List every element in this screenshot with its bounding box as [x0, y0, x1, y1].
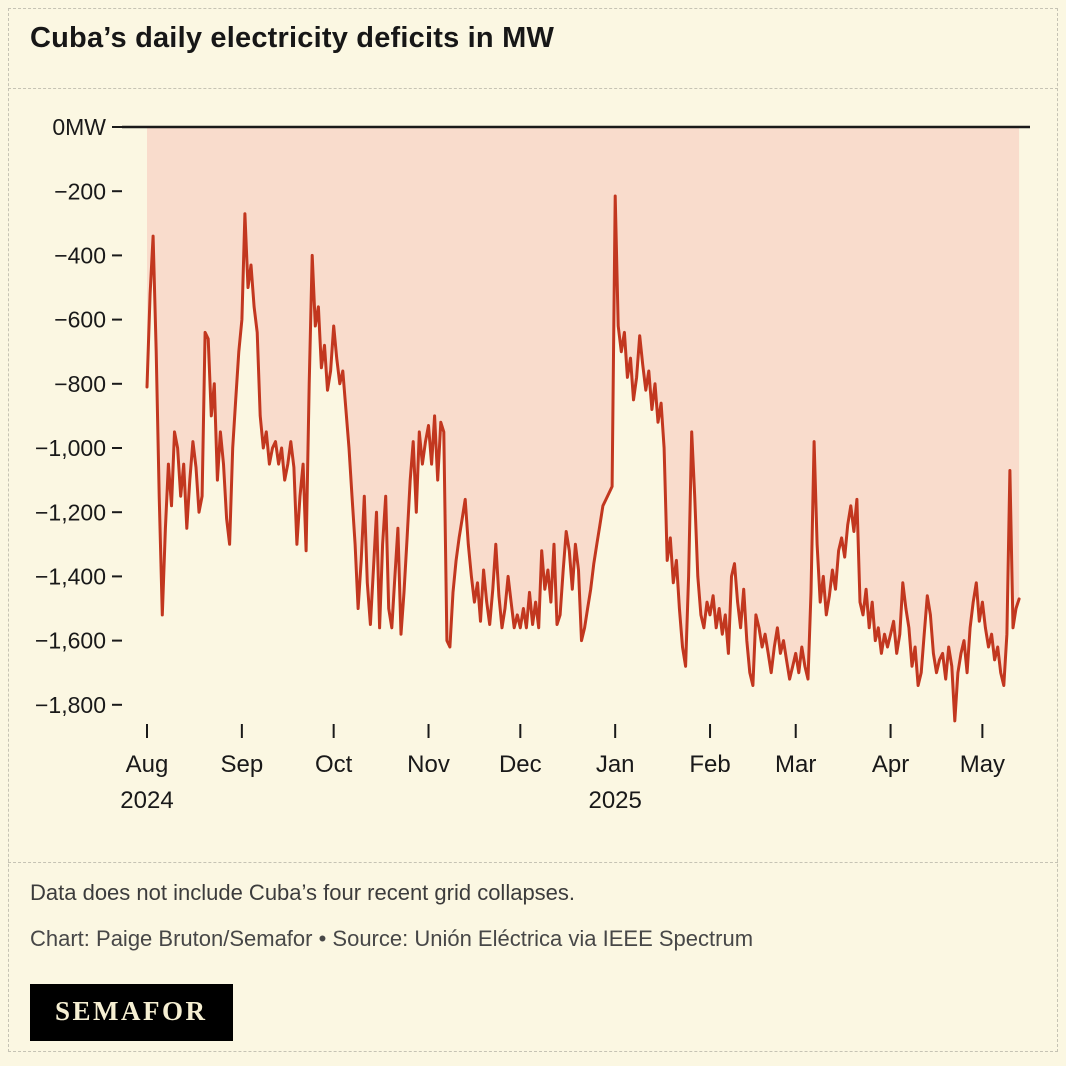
deficit-area — [147, 127, 1020, 721]
y-axis-label: −1,400 — [35, 563, 106, 589]
y-axis-label: −200 — [54, 178, 106, 204]
credit-text: Chart: Paige Bruton/Semafor • Source: Un… — [30, 926, 754, 951]
x-axis-month-label: Aug — [126, 751, 169, 778]
y-axis-label: 0MW — [52, 114, 106, 140]
semafor-logo: SEMAFOR — [30, 984, 233, 1041]
x-axis-month-label: Sep — [221, 751, 264, 778]
x-axis-month-label: Feb — [689, 751, 730, 778]
x-axis-month-label: May — [960, 751, 1005, 778]
y-axis-label: −1,600 — [35, 628, 106, 654]
x-axis-month-label: Jan — [596, 751, 635, 778]
x-axis-month-label: Nov — [407, 751, 450, 778]
x-axis-month-label: Mar — [775, 751, 816, 778]
x-axis-year-label: 2025 — [588, 787, 641, 814]
x-axis-month-label: Apr — [872, 751, 909, 778]
x-axis-month-label: Oct — [315, 751, 353, 778]
deficit-line — [145, 194, 1021, 723]
y-axis-label: −1,200 — [35, 499, 106, 525]
x-axis: Aug 2024 Sep Oct Nov Dec Jan 2025 Feb Mar Apr May — [120, 724, 1005, 814]
y-axis-label: −1,000 — [35, 435, 106, 461]
y-axis-label: −400 — [54, 242, 106, 268]
chart-title: Cuba’s daily electricity deficits in MW — [30, 22, 555, 54]
y-axis-label: −600 — [54, 307, 106, 333]
y-axis-label: −800 — [54, 371, 106, 397]
note-text: Data does not include Cuba’s four recent… — [30, 880, 576, 905]
x-axis-year-label: 2024 — [120, 787, 173, 814]
y-axis-label: −1,800 — [35, 692, 106, 718]
deficit-line-chart: 0MW −200 −400 −600 −800 −1,000 −1,200 −1,400 −1,… — [35, 114, 1030, 814]
y-axis: 0MW −200 −400 −600 −800 −1,000 −1,200 −1,400 −1,… — [35, 114, 122, 718]
x-axis-month-label: Dec — [499, 751, 542, 778]
title-separator — [8, 88, 1058, 89]
chart-separator — [8, 862, 1058, 863]
